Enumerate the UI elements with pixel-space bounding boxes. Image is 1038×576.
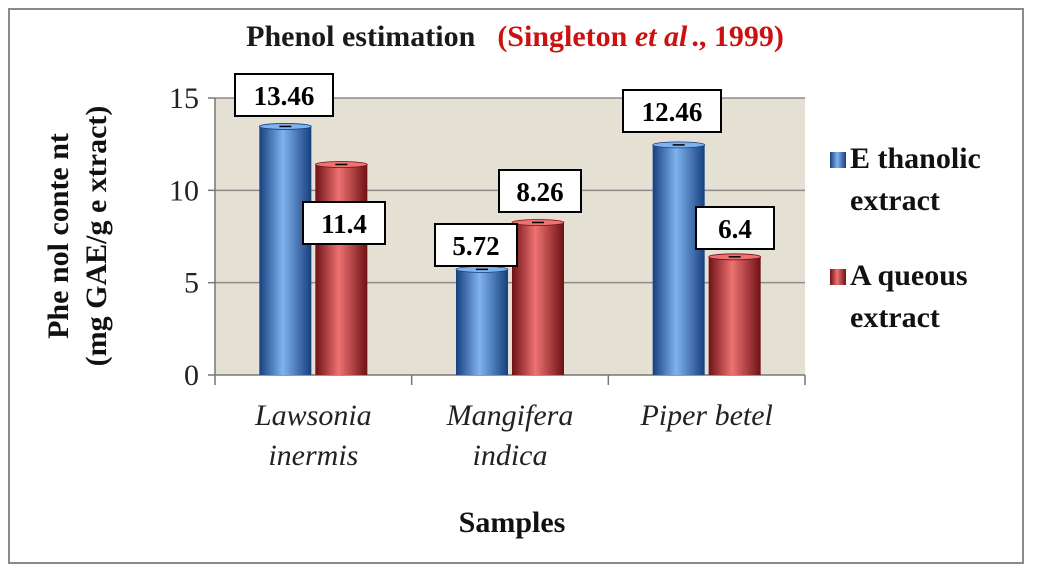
y-tick-label: 15 bbox=[169, 82, 199, 115]
x-category-label: inermis bbox=[268, 439, 358, 472]
legend-swatch bbox=[830, 269, 846, 285]
y-tick-labels: 0 5 10 15 bbox=[169, 82, 199, 392]
data-label: 8.26 bbox=[516, 177, 563, 207]
data-label: 11.4 bbox=[321, 209, 367, 239]
legend-label: E thanolic bbox=[850, 142, 981, 175]
chart-title-citation-suffix: ., 1999) bbox=[691, 20, 784, 53]
x-axis-title: Samples bbox=[459, 506, 566, 539]
legend: E thanolic extract A queous extract bbox=[830, 142, 981, 334]
chart-title-citation-prefix: (Singleton bbox=[497, 20, 635, 53]
data-label: 12.46 bbox=[642, 97, 703, 127]
y-tick-label: 0 bbox=[184, 359, 199, 392]
data-label: 5.72 bbox=[452, 231, 499, 261]
bar-ethanolic-0 bbox=[259, 126, 312, 376]
x-category-label: Mangifera bbox=[446, 399, 574, 432]
legend-swatch bbox=[830, 152, 846, 168]
bar-aqueous-0 bbox=[315, 164, 368, 375]
x-category-label: Piper betel bbox=[639, 399, 772, 432]
y-axis-title-line: Phe nol conte nt bbox=[42, 133, 75, 339]
bar-aqueous-1 bbox=[512, 222, 564, 375]
data-label: 6.4 bbox=[718, 214, 752, 244]
legend-label: extract bbox=[850, 184, 940, 217]
data-label-box bbox=[695, 206, 775, 250]
x-category-labels: Lawsonia inermis Mangifera indica Piper bete… bbox=[254, 399, 773, 472]
chart-title-citation-italic: et al bbox=[635, 20, 688, 53]
chart-title-main: Phenol estimation bbox=[246, 20, 475, 53]
bars bbox=[258, 123, 762, 376]
bar-ethanolic-2 bbox=[652, 144, 705, 375]
legend-label: A queous bbox=[850, 259, 968, 292]
chart-title: Phenol estimation (Singleton et al ., 19… bbox=[246, 20, 784, 53]
data-label-box bbox=[622, 89, 722, 133]
y-tick-label: 10 bbox=[169, 174, 199, 207]
axes bbox=[214, 98, 806, 385]
y-axis-title: Phe nol conte nt (mg GAE/g e xtract) bbox=[42, 106, 113, 367]
y-axis-title-line: (mg GAE/g e xtract) bbox=[80, 106, 113, 367]
data-label-box bbox=[234, 73, 334, 117]
x-category-label: Lawsonia bbox=[254, 399, 372, 432]
data-label: 13.46 bbox=[254, 81, 315, 111]
data-label-box bbox=[302, 201, 386, 245]
y-tick-label: 5 bbox=[184, 267, 199, 300]
data-labels: 13.46 11.4 5.72 8.26 12.46 6.4 bbox=[234, 73, 775, 267]
data-label-box bbox=[434, 223, 518, 267]
legend-label: extract bbox=[850, 301, 940, 334]
bar-ethanolic-1 bbox=[456, 269, 508, 375]
bar-aqueous-2 bbox=[708, 256, 761, 375]
data-label-box bbox=[498, 169, 582, 213]
x-category-label: indica bbox=[473, 439, 548, 472]
